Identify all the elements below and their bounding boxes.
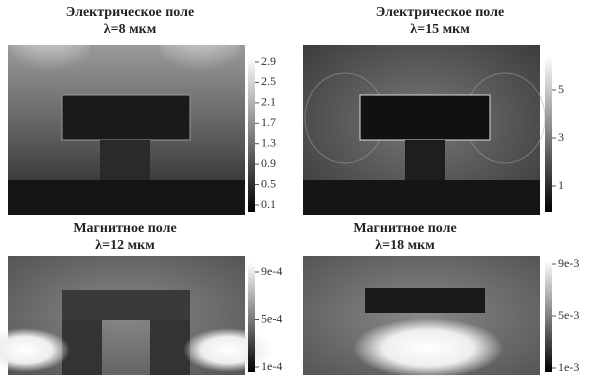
field-map (100, 140, 150, 180)
colorbar (248, 262, 255, 372)
colorbar-label: 0.1 (261, 197, 276, 211)
colorbar-label: 2.9 (261, 54, 276, 68)
panel (303, 45, 552, 215)
colorbar-label: 9e-4 (261, 264, 282, 278)
panel-title: Магнитное поле (73, 221, 176, 236)
colorbar-label: 9e-3 (558, 256, 579, 270)
colorbar-label: 5e-4 (261, 311, 282, 325)
colorbar-label: 1 (558, 178, 564, 192)
colorbar-label: 0.5 (261, 176, 276, 190)
panel-subtitle: λ=15 мкм (410, 22, 470, 37)
panel-subtitle: λ=18 мкм (375, 238, 435, 253)
colorbar-label: 5e-3 (558, 308, 579, 322)
panel-subtitle: λ=8 мкм (104, 22, 157, 37)
colorbar (248, 56, 255, 212)
colorbar-label: 2.1 (261, 95, 276, 109)
colorbar-label: 2.5 (261, 74, 276, 88)
field-map (360, 95, 490, 140)
panel-title: Электрическое поле (66, 5, 194, 20)
colorbar-label: 1.3 (261, 135, 276, 149)
colorbar-label: 1.7 (261, 115, 276, 129)
panel-subtitle: λ=12 мкм (95, 238, 155, 253)
colorbar-label: 1e-4 (261, 359, 282, 373)
field-map (365, 288, 485, 313)
field-map (303, 180, 540, 215)
colorbar-label: 5 (558, 82, 564, 96)
colorbar-label: 1e-3 (558, 360, 579, 374)
panel-title: Магнитное поле (353, 221, 456, 236)
panel (0, 256, 273, 375)
colorbar (545, 56, 552, 212)
field-map (8, 180, 245, 215)
figure: Электрическое поле λ=8 мкм Электрическое… (0, 0, 590, 379)
field-map (183, 328, 273, 372)
field-map (62, 290, 190, 320)
panel (303, 256, 552, 378)
colorbar (545, 260, 552, 372)
field-map (405, 140, 445, 180)
panel-title: Электрическое поле (376, 5, 504, 20)
field-map (62, 95, 190, 140)
field-map (353, 318, 503, 378)
colorbar-label: 3 (558, 130, 564, 144)
colorbar-label: 0.9 (261, 156, 276, 170)
